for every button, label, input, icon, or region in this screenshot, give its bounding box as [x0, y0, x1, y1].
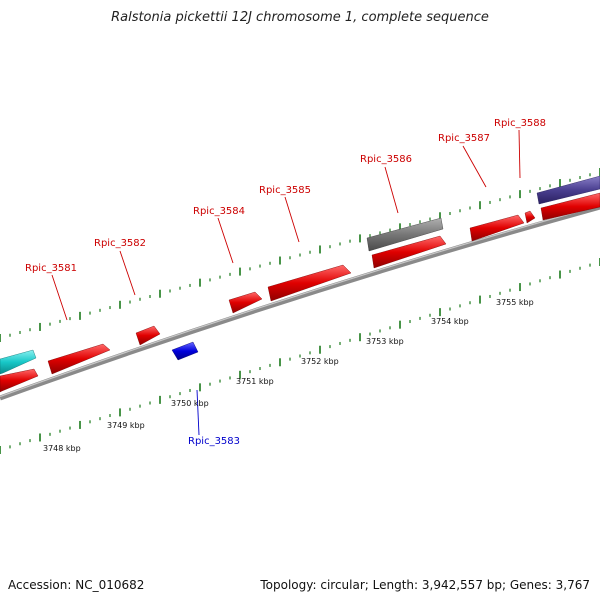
gene-label-rpic-3586[interactable]: Rpic_3586	[360, 154, 412, 165]
gene-label-rpic-3584[interactable]: Rpic_3584	[193, 206, 245, 217]
leader-line-rpic-3585	[384, 166, 399, 214]
gene-feature-unlabelled-right	[540, 192, 600, 221]
gene-label-rpic-3582[interactable]: Rpic_3582	[94, 238, 146, 249]
chromosome-backbone-highlight	[0, 204, 600, 398]
gene-arrow-rpic-3585[interactable]	[267, 264, 352, 302]
rna-feature	[366, 217, 444, 252]
scale-label-3755: 3755 kbp	[496, 298, 534, 307]
forward-tick-track	[0, 168, 600, 342]
map-title: Ralstonia pickettii 12J chromosome 1, co…	[111, 10, 489, 25]
leader-line-rpic-3581	[51, 274, 68, 321]
cyan-feature	[0, 349, 37, 375]
genome-summary-text: Topology: circular; Length: 3,942,557 bp…	[260, 578, 590, 592]
scale-label-3750: 3750 kbp	[171, 399, 209, 408]
gene-arrow-rpic-3584[interactable]	[228, 291, 263, 314]
gene-arrow-rpic-3582[interactable]	[135, 325, 161, 346]
leader-line-rpic-3584	[284, 196, 300, 243]
gene-arrow-rpic-3588[interactable]	[524, 210, 536, 224]
gene-label-rpic-3581[interactable]: Rpic_3581	[25, 263, 77, 274]
scale-label-3751: 3751 kbp	[236, 377, 274, 386]
gene-arrow-rpic-3583[interactable]	[171, 341, 199, 361]
scale-label-3754: 3754 kbp	[431, 317, 469, 326]
gene-label-rpic-3588[interactable]: Rpic_3588	[494, 118, 546, 129]
leader-line-rpic-3586	[462, 145, 487, 188]
gene-label-rpic-3587[interactable]: Rpic_3587	[438, 133, 490, 144]
scale-label-3752: 3752 kbp	[301, 357, 339, 366]
purple-feature	[536, 175, 600, 205]
leader-line-rpic-3587	[518, 129, 521, 179]
gene-label-rpic-3585[interactable]: Rpic_3585	[259, 185, 311, 196]
gene-label-rpic-3583[interactable]: Rpic_3583	[188, 436, 240, 447]
gene-arrow-rpic-3587[interactable]	[469, 214, 525, 242]
reverse-tick-track	[0, 258, 600, 454]
leader-line-rpic-3582	[119, 250, 136, 296]
leader-line-rpic-3583	[217, 217, 234, 264]
gene-feature-unlabelled-left	[0, 368, 39, 393]
gene-arrow-rpic-3586[interactable]	[371, 235, 447, 269]
leader-line-rpic-3588	[196, 389, 200, 436]
gene-label-leaders	[51, 129, 521, 436]
scale-label-3753: 3753 kbp	[366, 337, 404, 346]
scale-label-3748: 3748 kbp	[43, 444, 81, 453]
accession-text: Accession: NC_010682	[8, 578, 145, 592]
gene-arrow-rpic-3581[interactable]	[47, 343, 111, 375]
chromosome-backbone	[0, 204, 600, 401]
scale-label-3749: 3749 kbp	[107, 421, 145, 430]
